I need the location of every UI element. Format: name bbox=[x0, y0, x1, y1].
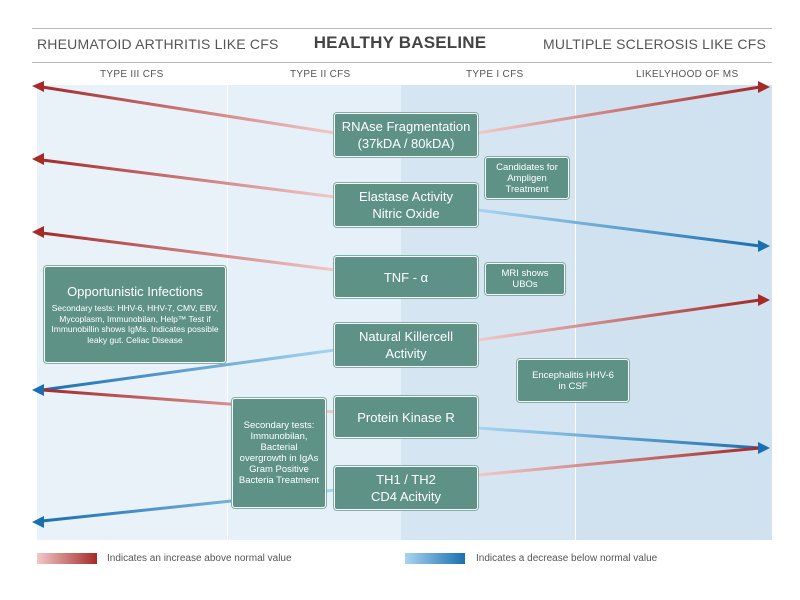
legend-increase-bar bbox=[37, 553, 97, 564]
arrowhead-blue-right-5 bbox=[758, 442, 770, 454]
column-type-ii: TYPE II CFS bbox=[290, 69, 351, 80]
legend-increase-text: Indicates an increase above normal value bbox=[107, 553, 292, 564]
natural-killercell-box: Natural Killercell Activity bbox=[334, 323, 478, 367]
opportunistic-title: Opportunistic Infections bbox=[67, 284, 203, 299]
nk-line1: Natural Killercell bbox=[359, 329, 453, 344]
protein-kinase-r-box: Protein Kinase R bbox=[334, 396, 478, 438]
nk-left-arrow bbox=[41, 348, 336, 392]
opportunistic-infections-box: Opportunistic Infections Secondary tests… bbox=[44, 266, 226, 363]
multiple-sclerosis-header: MULTIPLE SCLEROSIS LIKE CFS bbox=[543, 36, 766, 52]
rnase-line2: (37kDA / 80kDA) bbox=[357, 136, 455, 151]
tnf-alpha-box: TNF - α bbox=[334, 256, 478, 298]
healthy-baseline-header: HEALTHY BASELINE bbox=[313, 33, 487, 52]
secondary-tests-type2-note: Secondary tests: Immunobilan, Bacterial … bbox=[232, 398, 326, 508]
nk-right-arrow bbox=[477, 298, 761, 342]
ampligen-note: Candidates for Ampligen Treatment bbox=[485, 157, 569, 199]
opportunistic-body: Secondary tests: HHV-6, HHV-7, CMV, EBV,… bbox=[51, 303, 219, 345]
rnase-right-arrow bbox=[477, 85, 761, 135]
column-type-iii: TYPE III CFS bbox=[100, 69, 164, 80]
rnase-line1: RNAse Fragmentation bbox=[341, 119, 471, 134]
arrowhead-red-left-3 bbox=[32, 226, 44, 238]
arrowhead-red-left-2 bbox=[32, 153, 44, 165]
th-right-arrow bbox=[477, 446, 761, 477]
elastase-activity-box: Elastase Activity Nitric Oxide bbox=[334, 183, 478, 227]
th-line2: CD4 Acitvity bbox=[370, 489, 442, 504]
encephalitis-text: Encephalitis HHV-6 in CSF bbox=[532, 369, 614, 392]
arrowhead-blue-right-2 bbox=[758, 240, 770, 252]
th1-th2-box: TH1 / TH2 CD4 Acitvity bbox=[334, 466, 478, 510]
tnf-line1: TNF - α bbox=[383, 269, 429, 285]
arrowhead-blue-left-4 bbox=[32, 384, 44, 396]
tnf-left-arrow bbox=[41, 231, 336, 272]
rnase-left-arrow bbox=[41, 85, 336, 135]
encephalitis-note: Encephalitis HHV-6 in CSF bbox=[517, 359, 629, 402]
mri-note: MRI shows UBOs bbox=[485, 263, 565, 295]
elastase-line1: Elastase Activity bbox=[359, 189, 453, 204]
legend-decrease-bar bbox=[405, 553, 465, 564]
legend-decrease-text: Indicates a decrease below normal value bbox=[476, 553, 658, 564]
arrowhead-red-right-1 bbox=[758, 81, 770, 93]
header-divider bbox=[32, 62, 772, 63]
mri-text: MRI shows UBOs bbox=[501, 268, 549, 290]
secondary-tests-type2-text: Secondary tests: Immunobilan, Bacterial … bbox=[238, 420, 320, 486]
elastase-right-arrow bbox=[477, 208, 761, 248]
arrowhead-red-right-4 bbox=[758, 294, 770, 306]
th-line1: TH1 / TH2 bbox=[376, 472, 436, 487]
pkr-line1: Protein Kinase R bbox=[357, 409, 455, 425]
pkr-right-arrow bbox=[477, 426, 761, 450]
nk-line2: Activity bbox=[385, 346, 427, 361]
ampligen-text: Candidates for Ampligen Treatment bbox=[496, 161, 558, 195]
zone-divider-1 bbox=[227, 85, 228, 540]
arrowhead-red-left-1 bbox=[32, 81, 44, 92]
arrowhead-blue-left-6 bbox=[32, 516, 44, 528]
elastase-left-arrow bbox=[41, 158, 336, 199]
column-likelyhood-ms: LIKELYHOOD OF MS bbox=[636, 69, 739, 80]
top-divider bbox=[32, 28, 772, 29]
elastase-line2: Nitric Oxide bbox=[372, 206, 440, 221]
zone-divider-2 bbox=[575, 85, 576, 540]
column-type-i: TYPE I CFS bbox=[466, 69, 524, 80]
rnase-fragmentation-box: RNAse Fragmentation (37kDA / 80kDA) bbox=[334, 113, 478, 157]
rheumatoid-arthritis-header: RHEUMATOID ARTHRITIS LIKE CFS bbox=[37, 36, 279, 52]
